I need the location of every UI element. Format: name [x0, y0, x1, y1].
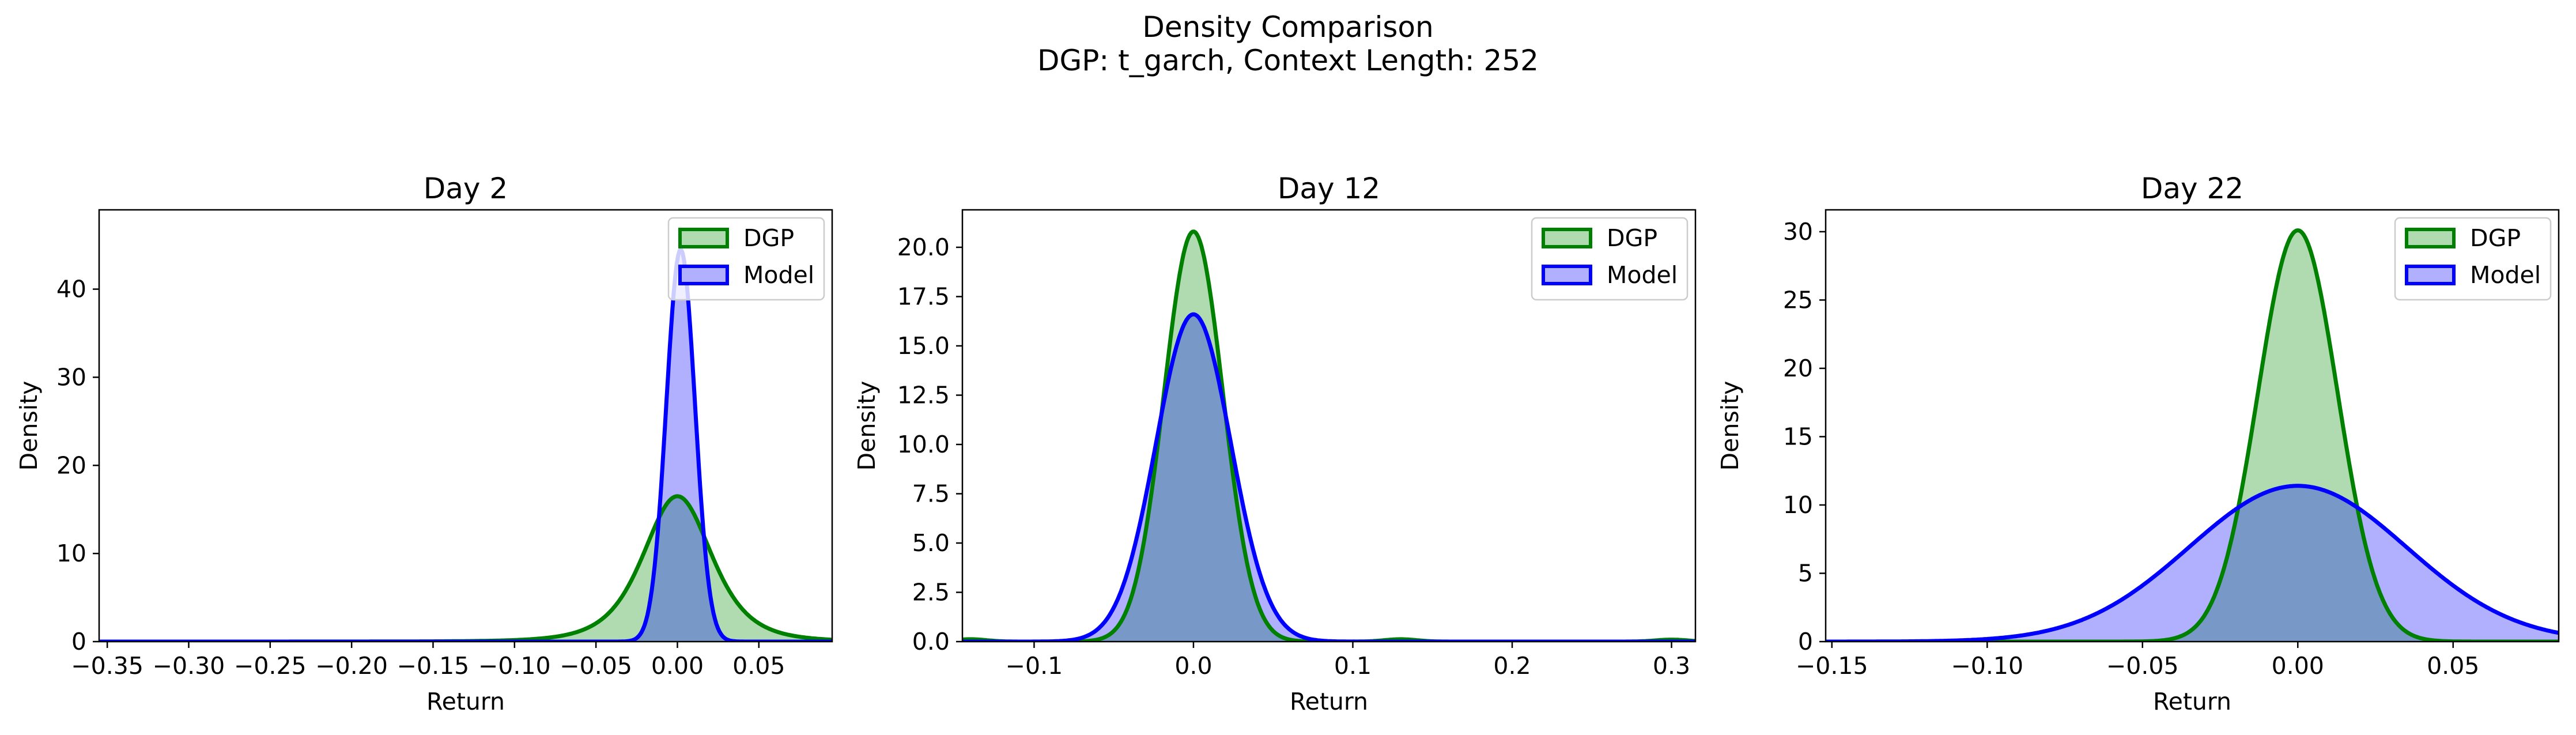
y-axis-label: Density: [15, 381, 43, 471]
y-tick-label: 25: [1783, 286, 1813, 314]
x-tick-label: 0.2: [1493, 652, 1531, 680]
model-density-fill: [1826, 486, 2559, 642]
model-density-fill: [962, 314, 1695, 642]
x-tick-label: 0.05: [2427, 652, 2479, 680]
model-legend-label: Model: [1607, 261, 1678, 289]
y-axis-label: Density: [1716, 381, 1744, 471]
y-tick-label: 12.5: [897, 381, 950, 409]
x-tick-label: 0.1: [1334, 652, 1372, 680]
x-tick-label: 0.05: [732, 652, 785, 680]
x-tick-label: −0.10: [478, 652, 551, 680]
legend: DGP Model: [2395, 218, 2551, 300]
y-tick-label: 20.0: [897, 233, 950, 261]
x-tick-label: −0.15: [397, 652, 470, 680]
dgp-legend-label: DGP: [2470, 224, 2521, 252]
x-axis-label: Return: [426, 688, 505, 715]
y-tick-label: 0.0: [912, 628, 950, 655]
model-legend-label: Model: [743, 261, 814, 289]
y-tick-label: 2.5: [912, 578, 950, 606]
plot-area: [99, 250, 832, 642]
panel-title: Day 12: [1278, 172, 1380, 205]
model-legend-swatch: [2407, 266, 2454, 284]
y-tick-label: 40: [56, 276, 86, 303]
x-tick-label: −0.1: [1006, 652, 1063, 680]
y-tick-label: 0: [71, 628, 86, 655]
dgp-legend-swatch: [1543, 229, 1591, 247]
legend: DGP Model: [1532, 218, 1687, 300]
overlap-density-fill: [962, 314, 1695, 642]
y-tick-label: 17.5: [897, 282, 950, 310]
figure-title-line1: Density Comparison: [1142, 10, 1433, 44]
y-tick-label: 20: [56, 451, 86, 479]
legend: DGP Model: [668, 218, 824, 300]
dgp-legend-swatch: [680, 229, 727, 247]
y-tick-label: 10: [1783, 491, 1813, 519]
panel-1: −0.35 −0.30 −0.25 −0.20 −0.15 −0.10 −0.05 0.00 0…: [15, 172, 832, 715]
x-tick-label: 0.00: [651, 652, 704, 680]
dgp-legend-label: DGP: [1607, 224, 1657, 252]
dgp-legend-label: DGP: [743, 224, 794, 252]
figure-title-line2: DGP: t_garch, Context Length: 252: [1037, 44, 1539, 77]
x-tick-label: −0.10: [1951, 652, 2023, 680]
x-tick-label: −0.15: [1796, 652, 1868, 680]
x-axis-label: Return: [1290, 688, 1368, 715]
y-tick-label: 7.5: [912, 480, 950, 507]
dgp-legend-swatch: [2407, 229, 2454, 247]
panel-title: Day 22: [2141, 172, 2243, 205]
x-axis-label: Return: [2153, 688, 2231, 715]
panel-2: −0.1 0.0 0.1 0.2 0.3 0.0 2.5 5.0 7.5 10.0 12.5 15.0…: [853, 172, 1695, 715]
x-tick-label: 0.0: [1174, 652, 1212, 680]
y-tick-label: 30: [56, 363, 86, 391]
y-tick-label: 15: [1783, 423, 1813, 450]
x-tick-label: −0.35: [71, 652, 143, 680]
x-tick-label: −0.25: [234, 652, 307, 680]
panel-title: Day 2: [424, 172, 508, 205]
y-tick-label: 10.0: [897, 431, 950, 458]
y-tick-label: 15.0: [897, 332, 950, 360]
x-tick-label: −0.30: [153, 652, 225, 680]
x-tick-label: −0.20: [315, 652, 388, 680]
y-axis-label: Density: [853, 381, 881, 471]
model-density-line: [962, 314, 1695, 642]
dgp-density-fill: [99, 496, 832, 642]
y-tick-label: 20: [1783, 355, 1813, 382]
model-legend-label: Model: [2470, 261, 2541, 289]
x-tick-label: 0.3: [1653, 652, 1690, 680]
y-tick-label: 10: [56, 540, 86, 567]
x-tick-label: 0.00: [2272, 652, 2324, 680]
x-tick-label: −0.05: [560, 652, 632, 680]
model-legend-swatch: [1543, 266, 1591, 284]
y-tick-label: 0: [1798, 628, 1813, 655]
panel-3: −0.15 −0.10 −0.05 0.00 0.05 0 5 10 15 20 25 30 Day 2…: [1716, 172, 2559, 715]
model-legend-swatch: [680, 266, 727, 284]
y-tick-label: 5: [1798, 559, 1813, 587]
panels: −0.35 −0.30 −0.25 −0.20 −0.15 −0.10 −0.05 0.00 0…: [15, 172, 2559, 715]
y-tick-label: 5.0: [912, 529, 950, 557]
y-tick-label: 30: [1783, 218, 1813, 246]
x-tick-label: −0.05: [2106, 652, 2179, 680]
